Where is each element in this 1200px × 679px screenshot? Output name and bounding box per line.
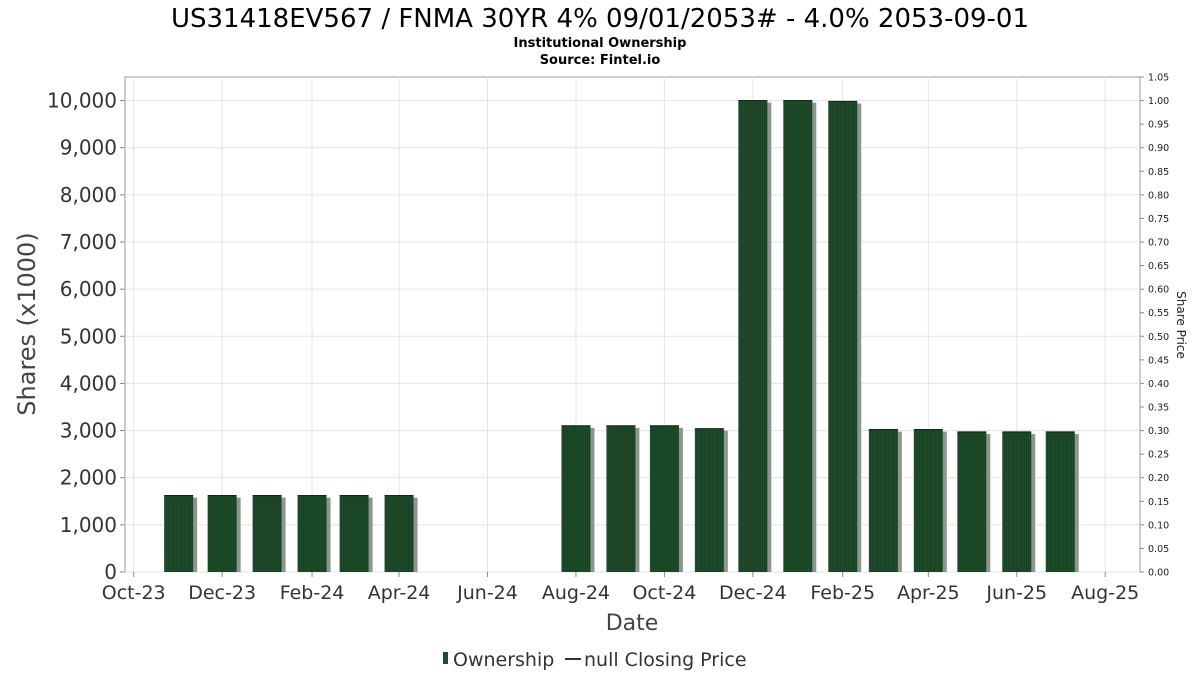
legend-ownership-swatch: [443, 652, 448, 664]
bar-ownership: [606, 425, 640, 572]
y2-tick-label: 0.95: [1148, 120, 1169, 131]
y-tick-label: 3,000: [60, 419, 117, 443]
bar-body: [1045, 431, 1075, 572]
y2-tick-label: 0.25: [1148, 450, 1169, 461]
chart-subtitle-line-1: Institutional Ownership: [514, 36, 687, 51]
bar-ownership: [783, 99, 817, 573]
legend-closing-price-label: null Closing Price: [584, 649, 747, 671]
bar-ownership: [339, 495, 373, 572]
y2-tick-label: 0.50: [1148, 332, 1169, 343]
x-tick-label: Oct-24: [632, 582, 696, 604]
y-tick-label: 1,000: [60, 513, 117, 537]
y2-tick-label: 0.60: [1148, 285, 1169, 296]
axes: 0 1,000 2,000 3,000 4,000 5,000 6,000 7,000 8,00…: [47, 73, 1169, 605]
y2-tick-label: 0.70: [1148, 238, 1169, 249]
y-tick-label: 8,000: [60, 183, 117, 207]
y2-tick-label: 1.00: [1148, 96, 1169, 107]
bar-body: [1002, 431, 1032, 572]
x-tick-label: Feb-24: [280, 582, 345, 604]
bar-body: [828, 101, 858, 572]
y-tick-label: 10,000: [47, 89, 117, 113]
y-axis-label: Shares (x1000): [13, 232, 41, 415]
legend: Ownership null Closing Price: [443, 649, 747, 671]
y2-tick-label: 0.05: [1148, 544, 1169, 555]
bar-ownership: [913, 429, 947, 572]
x-tick-label: Dec-23: [188, 582, 256, 604]
bar-ownership: [649, 425, 683, 572]
bar-ownership: [252, 495, 286, 572]
bar-ownership: [957, 431, 991, 572]
y2-tick-label: 0.35: [1148, 403, 1169, 414]
bar-body: [561, 425, 591, 572]
y2-tick-label: 0.45: [1148, 355, 1169, 366]
bar-body: [606, 425, 636, 572]
x-tick-label: Apr-25: [897, 582, 960, 604]
bar-ownership: [738, 99, 772, 573]
y-tick-label: 0: [104, 560, 117, 584]
x-tick-label: Oct-23: [102, 582, 166, 604]
y2-tick-label: 0.30: [1148, 426, 1169, 437]
y2-tick-label: 0.55: [1148, 308, 1169, 319]
bar-ownership: [828, 100, 862, 572]
x-tick-label: Dec-24: [719, 582, 787, 604]
bar-ownership: [384, 495, 418, 572]
y2-tick-label: 0.15: [1148, 497, 1169, 508]
bars: [164, 99, 1079, 573]
bar-body: [207, 495, 237, 572]
bar-body: [868, 429, 898, 572]
x-tick-label: Aug-25: [1071, 582, 1139, 604]
x-axis-label: Date: [606, 611, 659, 636]
y2-tick-label: 0.40: [1148, 379, 1169, 390]
bar-ownership: [207, 495, 241, 572]
x-tick-label: Aug-24: [542, 582, 610, 604]
bar-ownership: [1002, 431, 1036, 572]
bar-ownership: [694, 428, 728, 572]
chart-title: US31418EV567 / FNMA 30YR 4% 09/01/2053# …: [171, 4, 1029, 34]
bar-body: [252, 495, 282, 572]
x-tick-label: Jun-25: [985, 582, 1047, 604]
x-tick-label: Apr-24: [368, 582, 431, 604]
y2-axis-label: Share Price: [1174, 291, 1188, 359]
y2-tick-label: 0.20: [1148, 473, 1169, 484]
bar-ownership: [561, 425, 595, 572]
y-tick-label: 9,000: [60, 136, 117, 160]
y-tick-label: 2,000: [60, 466, 117, 490]
x-tick-label: Jun-24: [456, 582, 518, 604]
chart-subtitle-line-2: Source: Fintel.io: [540, 53, 661, 68]
bar-body: [694, 428, 724, 572]
bar-body: [957, 431, 987, 572]
bar-body: [649, 425, 679, 572]
y2-tick-label: 0.10: [1148, 520, 1169, 531]
y2-tick-label: 0.80: [1148, 190, 1169, 201]
bar-body: [913, 429, 943, 572]
y-tick-label: 6,000: [60, 277, 117, 301]
legend-ownership-label: Ownership: [453, 649, 554, 671]
y2-tick-label: 0.85: [1148, 167, 1169, 178]
bar-ownership: [297, 495, 331, 572]
bar-body: [339, 495, 369, 572]
y2-tick-label: 0.90: [1148, 143, 1169, 154]
x-tick-label: Feb-25: [810, 582, 875, 604]
y2-tick-label: 0.00: [1148, 568, 1169, 579]
bar-ownership: [1045, 431, 1079, 572]
bar-body: [297, 495, 327, 572]
bar-body: [738, 100, 768, 573]
y2-tick-label: 0.65: [1148, 261, 1169, 272]
y-tick-label: 5,000: [60, 324, 117, 348]
y2-tick-label: 1.05: [1148, 73, 1169, 84]
y2-tick-label: 0.75: [1148, 214, 1169, 225]
bar-body: [783, 100, 813, 573]
bar-ownership: [868, 429, 902, 572]
bar-body: [164, 495, 194, 572]
bar-ownership: [164, 495, 198, 572]
bar-body: [384, 495, 414, 572]
y-tick-label: 4,000: [60, 371, 117, 395]
y-tick-label: 7,000: [60, 230, 117, 254]
